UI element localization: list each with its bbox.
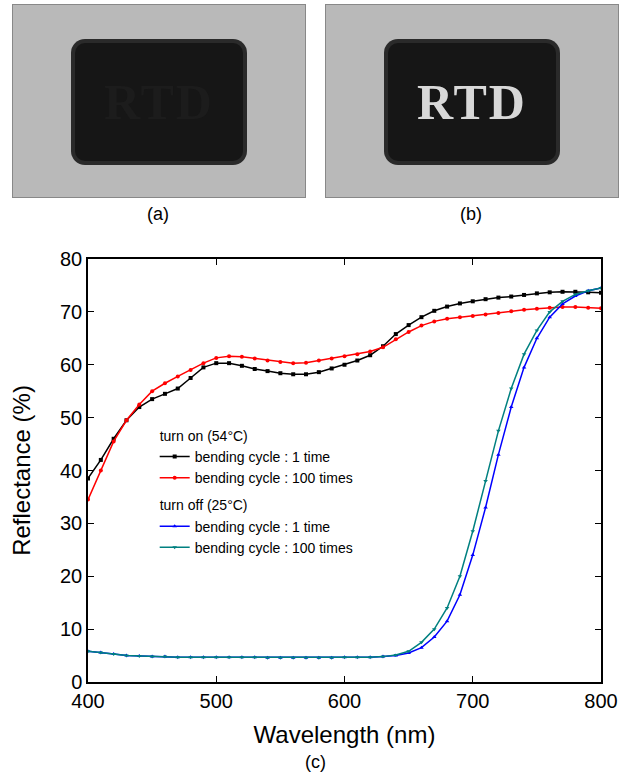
svg-text:Wavelength (nm): Wavelength (nm) — [254, 721, 436, 748]
svg-text:0: 0 — [71, 671, 82, 693]
html-text:RTD: RTD — [104, 74, 214, 130]
svg-text:600: 600 — [328, 690, 361, 712]
svg-text:bending cycle : 100 times: bending cycle : 100 times — [195, 540, 353, 556]
svg-text:800: 800 — [584, 690, 617, 712]
svg-text:80: 80 — [60, 248, 82, 270]
svg-text:bending cycle : 1 time: bending cycle : 1 time — [195, 449, 331, 465]
svg-text:70: 70 — [60, 301, 82, 323]
svg-text:60: 60 — [60, 354, 82, 376]
html-text:(c): (c) — [305, 752, 326, 772]
html-text:(b): (b) — [460, 204, 482, 224]
svg-text:500: 500 — [200, 690, 233, 712]
svg-text:bending cycle : 1 time: bending cycle : 1 time — [195, 519, 331, 535]
svg-text:700: 700 — [456, 690, 489, 712]
html-text:(a): (a) — [147, 204, 169, 224]
svg-text:turn on (54°C): turn on (54°C) — [160, 428, 248, 444]
html-text:RTD: RTD — [417, 74, 527, 130]
svg-text:400: 400 — [71, 690, 104, 712]
svg-text:Reflectance (%): Reflectance (%) — [8, 385, 35, 556]
svg-text:20: 20 — [60, 565, 82, 587]
svg-text:30: 30 — [60, 512, 82, 534]
svg-text:turn off (25°C): turn off (25°C) — [160, 497, 248, 513]
svg-text:10: 10 — [60, 618, 82, 640]
svg-text:bending cycle : 100 times: bending cycle : 100 times — [195, 470, 353, 486]
svg-text:50: 50 — [60, 407, 82, 429]
svg-text:40: 40 — [60, 460, 82, 482]
